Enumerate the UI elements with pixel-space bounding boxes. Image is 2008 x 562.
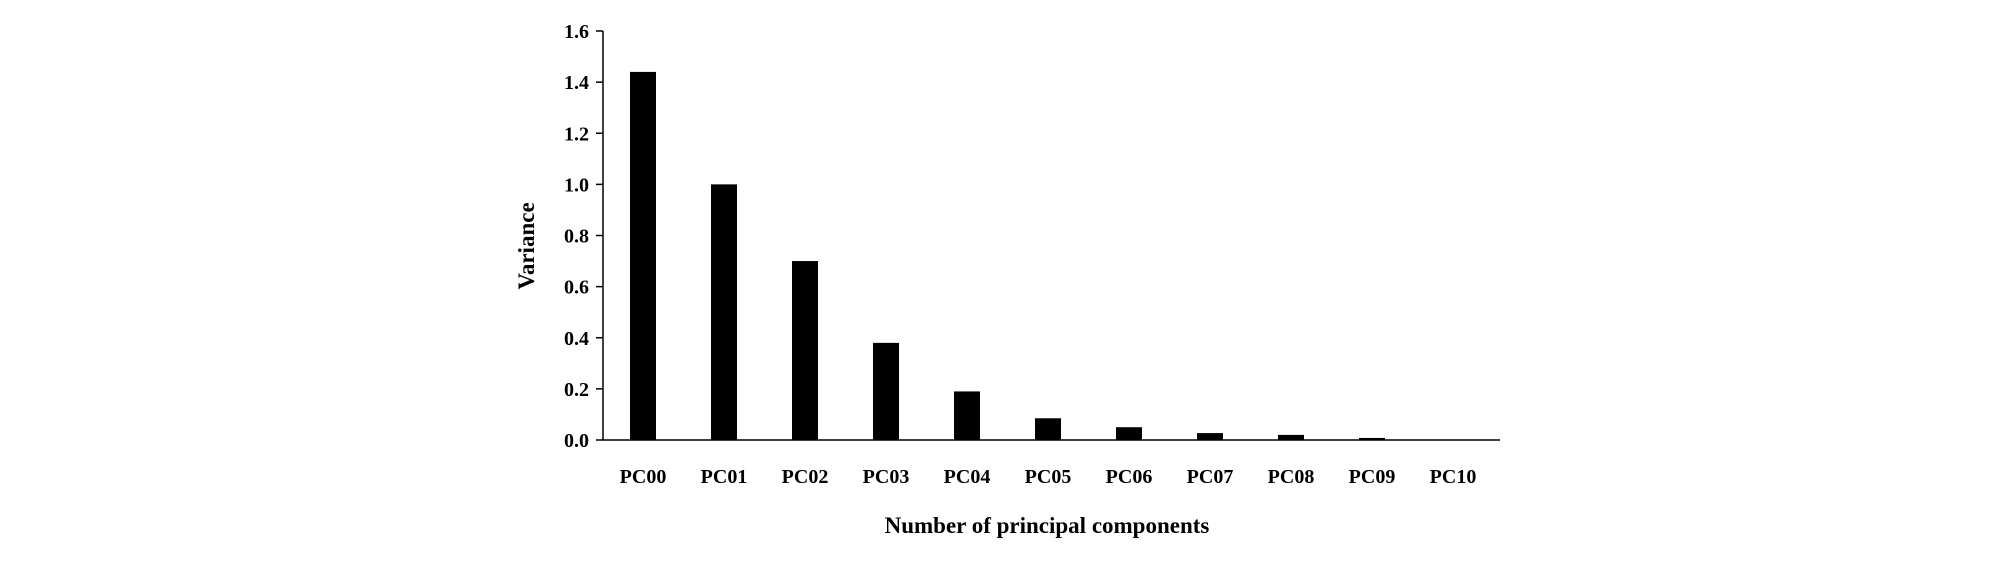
x-tick-label: PC09 xyxy=(1349,466,1396,488)
y-tick-label: 1.4 xyxy=(564,72,589,94)
bar-pc09 xyxy=(1359,437,1385,440)
y-tick-label: 0.2 xyxy=(564,379,589,401)
x-tick-label: PC02 xyxy=(782,466,829,488)
bar-pc06 xyxy=(1116,427,1142,440)
bar-pc02 xyxy=(792,261,818,440)
x-axis-title: Number of principal components xyxy=(885,513,1210,538)
x-tick-label: PC06 xyxy=(1106,466,1153,488)
x-axis-ticks: PC00 PC01 PC02 PC03 PC04 PC05 PC06 PC07 PC08 PC09… xyxy=(620,466,1477,488)
y-tick-label: 1.0 xyxy=(564,174,589,196)
x-tick-label: PC00 xyxy=(620,466,667,488)
bar-pc00 xyxy=(630,71,656,441)
bar-pc05 xyxy=(1035,418,1061,440)
bar-pc04 xyxy=(954,391,980,440)
x-tick-label: PC08 xyxy=(1268,466,1315,488)
x-tick-label: PC10 xyxy=(1430,466,1477,488)
bar-pc01 xyxy=(711,184,737,440)
y-axis-ticks: 0.0 0.2 0.4 0.6 0.8 1.0 1.2 1.4 1.6 xyxy=(564,21,603,452)
bar-pc08 xyxy=(1278,434,1304,440)
bars xyxy=(630,71,1385,441)
y-tick-label: 0.4 xyxy=(564,328,589,350)
y-tick-label: 0.8 xyxy=(564,226,589,248)
x-tick-label: PC01 xyxy=(701,466,748,488)
y-tick-label: 0.6 xyxy=(564,277,589,299)
x-tick-label: PC04 xyxy=(944,466,991,488)
y-tick-label: 1.2 xyxy=(564,123,589,145)
x-tick-label: PC07 xyxy=(1187,466,1234,488)
y-axis-title: Variance xyxy=(514,202,539,289)
y-tick-label: 1.6 xyxy=(564,21,589,43)
bar-pc03 xyxy=(873,342,899,440)
axes xyxy=(602,31,1500,441)
bar-pc07 xyxy=(1197,433,1223,440)
x-tick-label: PC03 xyxy=(863,466,910,488)
y-tick-label: 0.0 xyxy=(564,430,589,452)
x-tick-label: PC05 xyxy=(1025,466,1072,488)
